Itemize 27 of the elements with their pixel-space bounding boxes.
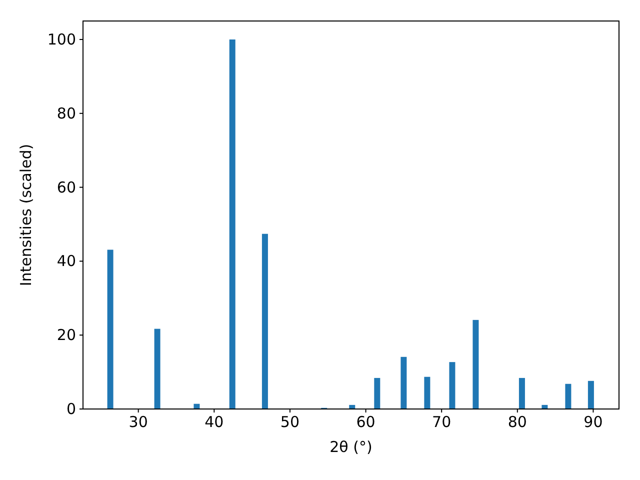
bar bbox=[449, 362, 456, 409]
y-tick-label: 100 bbox=[47, 30, 76, 48]
y-tick-label: 60 bbox=[56, 178, 76, 196]
x-tick-label: 80 bbox=[508, 413, 527, 431]
bar bbox=[107, 250, 114, 409]
bar bbox=[424, 376, 430, 409]
bar bbox=[262, 234, 268, 409]
y-tick-label: 20 bbox=[56, 326, 76, 344]
y-tick-label: 0 bbox=[66, 400, 76, 418]
x-tick-label: 30 bbox=[128, 413, 148, 431]
bar bbox=[518, 378, 525, 409]
bar bbox=[374, 378, 380, 409]
x-tick-label: 60 bbox=[356, 413, 376, 431]
bar bbox=[400, 356, 407, 409]
bar bbox=[472, 320, 479, 409]
bar bbox=[565, 384, 572, 409]
x-axis-title: 2θ (°) bbox=[330, 438, 372, 456]
bar bbox=[154, 328, 160, 409]
x-tick-label: 50 bbox=[280, 413, 300, 431]
x-tick-label: 70 bbox=[432, 413, 452, 431]
y-axis-title: Intensities (scaled) bbox=[17, 144, 35, 286]
y-tick-label: 40 bbox=[56, 252, 76, 270]
y-tick-label: 80 bbox=[56, 104, 76, 122]
x-tick-label: 40 bbox=[204, 413, 224, 431]
bar bbox=[588, 380, 594, 409]
bar bbox=[229, 39, 236, 409]
x-tick-label: 90 bbox=[584, 413, 603, 431]
